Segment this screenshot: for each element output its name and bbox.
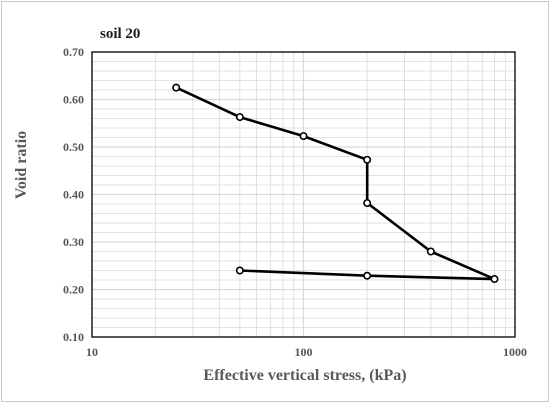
x-axis-title: Effective vertical stress, (kPa) [203,367,406,384]
data-point [299,132,308,141]
tick-label-layer: 10 100 1000 0.10 0.20 0.30 0.40 0.50 0.60 0.70 [63,45,527,359]
series-line [175,86,496,281]
plot-area-border [91,51,516,338]
data-point [490,275,499,284]
series-layer [172,83,499,284]
data-point [363,199,372,208]
y-tick-label: 0.40 [63,188,84,202]
y-tick-label: 0.50 [63,140,84,154]
y-tick-label: 0.10 [63,330,84,344]
y-axis-title: Void ratio [13,131,30,199]
data-point [235,113,244,122]
data-point [363,155,372,164]
y-tick-label: 0.30 [63,235,84,249]
data-point [235,266,244,275]
chart-title: soil 20 [100,26,140,42]
y-tick-label: 0.60 [63,93,84,107]
grid-layer [91,51,515,338]
x-tick-label: 10 [86,345,98,359]
data-point [426,247,435,256]
y-tick-label: 0.70 [63,45,84,59]
x-tick-label: 100 [295,345,313,359]
y-tick-label: 0.20 [63,283,84,297]
data-point [363,271,372,280]
data-point [172,83,181,92]
x-tick-label: 1000 [503,345,527,359]
